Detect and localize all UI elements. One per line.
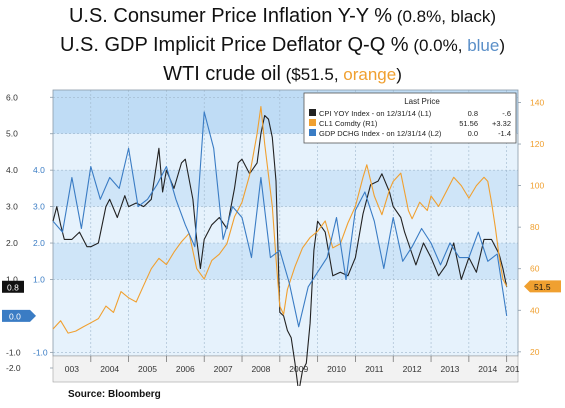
y-right-tick-label: 100 xyxy=(530,181,544,191)
y-left-tick-label: -1.0 xyxy=(6,347,21,357)
title-cpi-note-close: ) xyxy=(490,7,497,26)
y-left-tick-label: 3.0 xyxy=(6,202,18,212)
title-line-gdp: U.S. GDP Implicit Price Deflator Q-Q % (… xyxy=(0,31,565,60)
x-tick-label: 2004 xyxy=(100,364,119,374)
title-oil-main: WTI crude oil xyxy=(163,63,281,85)
y-left-tick-label: 1.0 xyxy=(6,274,18,284)
x-tick-label: 2014 xyxy=(478,364,497,374)
y-left-tick-label: -2.0 xyxy=(6,363,21,373)
y-left2-tick-label: 4.0 xyxy=(33,165,45,175)
legend-swatch xyxy=(309,119,316,126)
cpi-series-line xyxy=(52,114,508,386)
title-gdp-main: U.S. GDP Implicit Price Deflator Q-Q % xyxy=(60,34,409,56)
gdp-series-line xyxy=(52,111,508,328)
x-tick-label: 003 xyxy=(65,364,79,374)
chart-axes: -2.0 -1.0 1.0 2.0 3.0 4.0 5.0 6.0 -1.0 1.0 2.0 3.0 4… xyxy=(6,89,544,383)
chart-legend: Last Price CPI YOY Index - on 12/31/14 (L… xyxy=(303,92,517,144)
x-tick-label: 2009 xyxy=(289,364,308,374)
series-lines xyxy=(52,106,508,386)
legend-entry-last: 51.56 xyxy=(459,119,478,128)
source-note: Source: Bloomberg xyxy=(68,389,161,400)
cpi-end-marker xyxy=(2,280,24,293)
legend-entry-name: CPI YOY Index - on 12/31/14 (L1) xyxy=(319,109,432,118)
legend-swatch xyxy=(309,109,316,116)
y-left-tick-label: 4.0 xyxy=(6,165,18,175)
title-cpi-main: U.S. Consumer Price Inflation Y-Y % xyxy=(68,5,393,27)
title-cpi-note-open: (0.8%, xyxy=(392,7,451,26)
chart-title-block: U.S. Consumer Price Inflation Y-Y % (0.8… xyxy=(0,2,565,89)
title-gdp-note-close: ) xyxy=(499,36,505,55)
title-oil-note-close: ) xyxy=(396,65,402,84)
y-right-tick-label: 20 xyxy=(530,347,540,357)
end-value-markers: 0.8 0.0 51.5 xyxy=(2,280,561,322)
legend-entry-change: -1.4 xyxy=(498,129,511,138)
x-axis-strip xyxy=(52,355,519,383)
x-tick-label: 2006 xyxy=(176,364,195,374)
gdp-end-marker-label: 0.0 xyxy=(9,311,21,321)
y-right-tick-label: 80 xyxy=(530,222,540,232)
title-line-oil: WTI crude oil ($51.5, orange) xyxy=(0,60,565,89)
x-tick-label: 201 xyxy=(505,364,519,374)
title-oil-note-word: orange xyxy=(343,65,397,84)
x-tick-label: 2013 xyxy=(440,364,459,374)
x-tick-label: 2005 xyxy=(138,364,157,374)
x-tick-label: 2007 xyxy=(214,364,233,374)
y-right-tick-label: 120 xyxy=(530,139,544,149)
plot-band xyxy=(53,243,518,280)
plot-band xyxy=(53,170,518,207)
title-oil-note-open: ($51.5, xyxy=(280,65,344,84)
y-right-tick-label: 40 xyxy=(530,305,540,315)
legend-box xyxy=(303,92,517,144)
y-left2-tick-label: 2.0 xyxy=(33,238,45,248)
x-tick-label: 2011 xyxy=(365,364,384,374)
y-left2-tick-label: 3.0 xyxy=(33,202,45,212)
legend-entry-name: GDP DCHG Index - on 12/31/14 (L2) xyxy=(319,129,442,138)
legend-entry-last: 0.0 xyxy=(468,129,478,138)
grid-lines xyxy=(53,90,518,356)
title-cpi-note-word: black xyxy=(450,7,491,26)
title-gdp-note-word: blue xyxy=(467,36,500,55)
x-tick-label: 2008 xyxy=(251,364,270,374)
oil-end-marker-label: 51.5 xyxy=(534,282,551,292)
y-right-tick-label: 140 xyxy=(530,97,544,107)
y-left-tick-label: 2.0 xyxy=(6,238,18,248)
plot-band xyxy=(53,206,518,244)
plot-band xyxy=(53,279,518,356)
legend-swatch xyxy=(309,129,316,136)
legend-entry-last: 0.8 xyxy=(468,109,478,118)
legend-entry-change: +3.32 xyxy=(492,119,511,128)
title-line-cpi: U.S. Consumer Price Inflation Y-Y % (0.8… xyxy=(0,2,565,31)
x-tick-label: 2010 xyxy=(327,364,346,374)
legend-header: Last Price xyxy=(404,97,440,106)
y-right-tick-label: 60 xyxy=(530,264,540,274)
chart-canvas: -2.0 -1.0 1.0 2.0 3.0 4.0 5.0 6.0 -1.0 1.0 2.0 3.0 4… xyxy=(2,89,561,386)
title-gdp-note-open: (0.0%, xyxy=(408,36,468,55)
y-left-tick-label: 6.0 xyxy=(6,92,18,102)
y-left2-tick-label: -1.0 xyxy=(33,347,48,357)
oil-series-line xyxy=(52,106,508,334)
y-left2-tick-label: 1.0 xyxy=(33,274,45,284)
legend-entry-change: -.6 xyxy=(502,109,511,118)
legend-entry-name: CL1 Comdty (R1) xyxy=(319,119,378,128)
x-tick-label: 2012 xyxy=(403,364,422,374)
y-left-tick-label: 5.0 xyxy=(6,129,18,139)
gdp-end-marker xyxy=(2,309,36,322)
cpi-end-marker-label: 0.8 xyxy=(7,282,19,292)
oil-end-marker xyxy=(524,280,561,293)
